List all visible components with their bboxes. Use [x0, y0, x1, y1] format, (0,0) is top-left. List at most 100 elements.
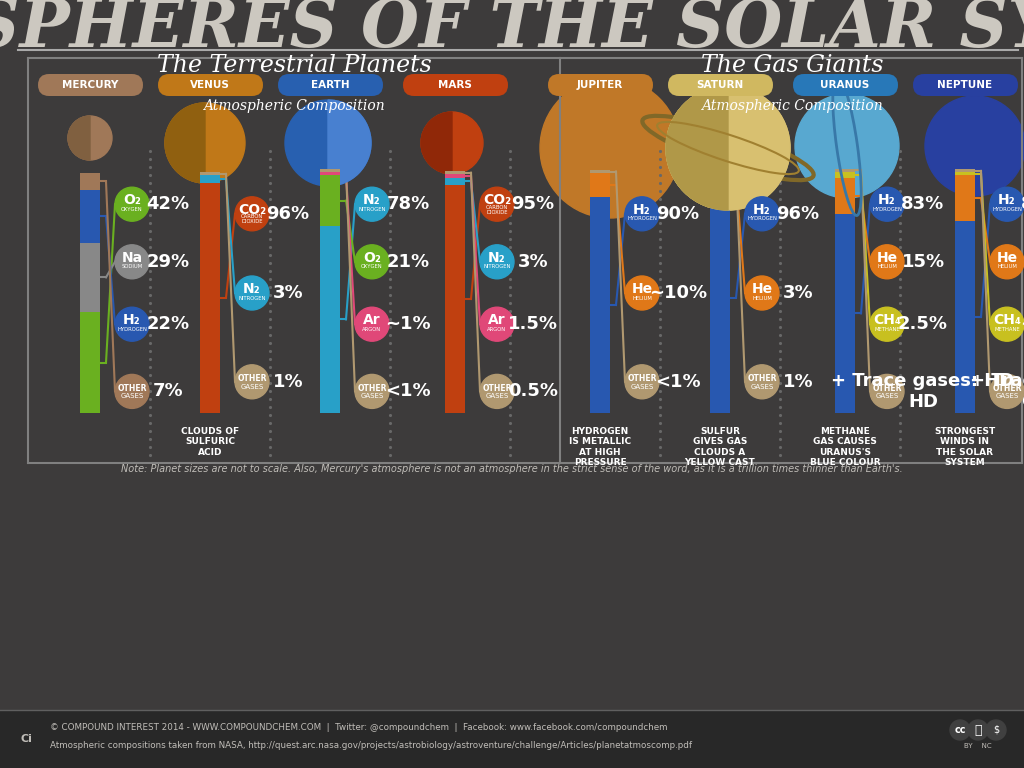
- Text: H₂: H₂: [754, 203, 771, 217]
- Text: H₂: H₂: [998, 194, 1016, 207]
- Bar: [955, 221, 975, 413]
- Circle shape: [115, 307, 150, 341]
- FancyBboxPatch shape: [403, 74, 508, 96]
- Text: URANUS: URANUS: [820, 80, 869, 90]
- Bar: [590, 173, 610, 197]
- Text: 7%: 7%: [153, 382, 183, 400]
- Bar: [319, 170, 340, 172]
- Circle shape: [745, 197, 779, 231]
- Text: 21%: 21%: [386, 253, 429, 271]
- Text: 42%: 42%: [146, 195, 189, 214]
- Text: 1%: 1%: [782, 372, 813, 391]
- Bar: [710, 183, 730, 413]
- Text: OTHER: OTHER: [357, 384, 387, 393]
- Text: OTHER: OTHER: [992, 384, 1022, 393]
- Text: 80%: 80%: [1021, 195, 1024, 214]
- Bar: [445, 171, 465, 174]
- Text: OTHER: OTHER: [118, 384, 146, 393]
- FancyBboxPatch shape: [913, 74, 1018, 96]
- Text: DIOXIDE: DIOXIDE: [242, 220, 263, 224]
- Bar: [445, 178, 465, 185]
- Circle shape: [870, 307, 904, 341]
- Text: GASES: GASES: [241, 384, 263, 390]
- Text: SODIUM: SODIUM: [122, 264, 142, 270]
- Text: H₂: H₂: [123, 313, 141, 327]
- Text: NITROGEN: NITROGEN: [483, 264, 511, 270]
- Text: cc: cc: [954, 725, 966, 735]
- Circle shape: [990, 375, 1024, 409]
- Text: ~10%: ~10%: [649, 284, 707, 302]
- Text: 2.5%: 2.5%: [898, 315, 948, 333]
- Text: GASES: GASES: [751, 384, 773, 390]
- Text: DIOXIDE: DIOXIDE: [486, 210, 508, 215]
- Text: He: He: [752, 282, 772, 296]
- Text: CLOUDS OF
SULFURIC
ACID: CLOUDS OF SULFURIC ACID: [181, 427, 239, 457]
- Circle shape: [355, 245, 389, 279]
- Text: © COMPOUND INTEREST 2014 - WWW.COMPOUNDCHEM.COM  |  Twitter: @compoundchem  |  F: © COMPOUND INTEREST 2014 - WWW.COMPOUNDC…: [50, 723, 668, 733]
- Text: OTHER: OTHER: [482, 384, 512, 393]
- Text: HELIUM: HELIUM: [997, 264, 1017, 270]
- Circle shape: [625, 365, 659, 399]
- Text: OXYGEN: OXYGEN: [361, 264, 383, 270]
- FancyBboxPatch shape: [548, 74, 653, 96]
- Bar: [445, 174, 465, 178]
- Circle shape: [870, 187, 904, 221]
- Circle shape: [234, 276, 269, 310]
- Text: 78%: 78%: [386, 195, 430, 214]
- Circle shape: [870, 375, 904, 409]
- Bar: [80, 173, 100, 190]
- Wedge shape: [68, 116, 90, 160]
- Text: 95%: 95%: [511, 195, 555, 214]
- Bar: [80, 313, 100, 413]
- Text: GASES: GASES: [631, 384, 653, 390]
- Text: ~1%: ~1%: [1020, 315, 1024, 333]
- Text: CARBON: CARBON: [485, 205, 508, 210]
- Circle shape: [480, 375, 514, 409]
- Circle shape: [870, 245, 904, 279]
- Text: 3%: 3%: [518, 253, 548, 271]
- Text: 29%: 29%: [146, 253, 189, 271]
- Text: HELIUM: HELIUM: [632, 296, 652, 300]
- Text: METHANE: METHANE: [874, 326, 900, 332]
- Text: OTHER: OTHER: [238, 374, 266, 383]
- Text: The Gas Giants: The Gas Giants: [700, 55, 884, 78]
- Circle shape: [666, 86, 790, 210]
- Text: NEPTUNE: NEPTUNE: [937, 80, 992, 90]
- Text: 3%: 3%: [782, 284, 813, 302]
- Circle shape: [745, 365, 779, 399]
- Bar: [319, 175, 340, 226]
- Wedge shape: [165, 103, 205, 183]
- Text: 96%: 96%: [776, 205, 819, 223]
- Circle shape: [480, 245, 514, 279]
- Text: GASES: GASES: [360, 393, 384, 399]
- Text: Atmospheric Composition: Atmospheric Composition: [203, 99, 385, 113]
- Circle shape: [950, 720, 970, 740]
- Bar: [710, 172, 730, 175]
- FancyBboxPatch shape: [38, 74, 143, 96]
- Text: JUPITER: JUPITER: [577, 80, 624, 90]
- Circle shape: [421, 112, 483, 174]
- Circle shape: [666, 86, 790, 210]
- Text: H₂: H₂: [633, 203, 651, 217]
- Text: OTHER: OTHER: [872, 384, 902, 393]
- Text: MERCURY: MERCURY: [61, 80, 118, 90]
- Text: NITROGEN: NITROGEN: [239, 296, 265, 300]
- Text: METHANE
GAS CAUSES
URANUS'S
BLUE COLOUR: METHANE GAS CAUSES URANUS'S BLUE COLOUR: [810, 427, 881, 467]
- Text: H₂: H₂: [879, 194, 896, 207]
- Text: 19%: 19%: [1021, 253, 1024, 271]
- FancyBboxPatch shape: [278, 74, 383, 96]
- Bar: [0, 710, 1024, 768]
- Text: He: He: [877, 251, 898, 265]
- Text: + Trace gases:
C₂H₂: + Trace gases: C₂H₂: [970, 372, 1024, 411]
- Bar: [80, 190, 100, 243]
- Circle shape: [355, 375, 389, 409]
- Text: ATMOSPHERES OF THE SOLAR SYSTEM: ATMOSPHERES OF THE SOLAR SYSTEM: [0, 0, 1024, 61]
- Text: MARS: MARS: [438, 80, 472, 90]
- Text: HYDROGEN: HYDROGEN: [748, 217, 777, 221]
- Text: EARTH: EARTH: [310, 80, 349, 90]
- Text: GASES: GASES: [121, 393, 143, 399]
- Text: SULFUR
GIVES GAS
CLOUDS A
YELLOW CAST: SULFUR GIVES GAS CLOUDS A YELLOW CAST: [685, 427, 756, 467]
- Circle shape: [795, 94, 899, 198]
- Text: Ar: Ar: [364, 313, 381, 327]
- Text: Ci: Ci: [20, 734, 32, 744]
